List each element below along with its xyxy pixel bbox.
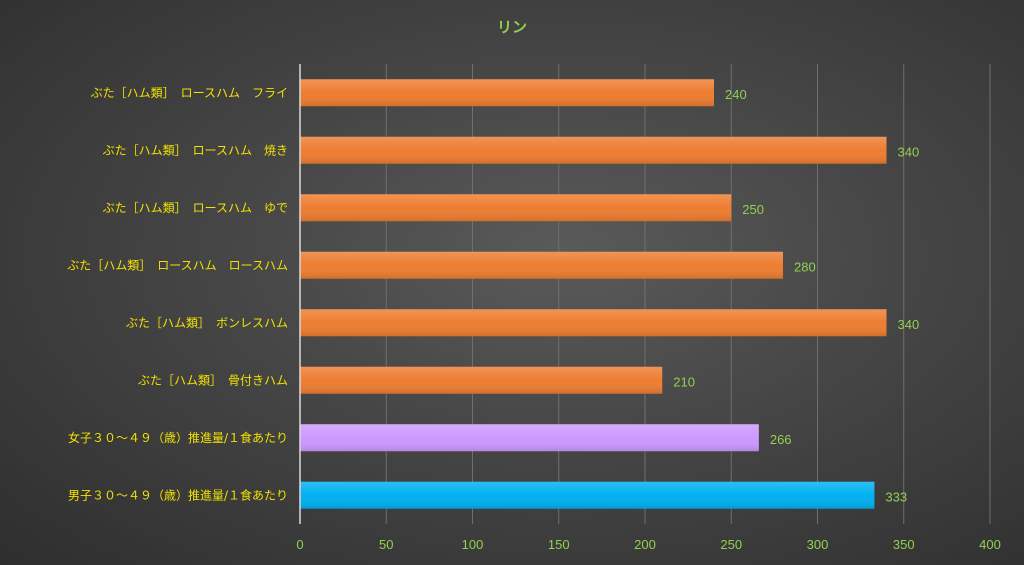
bar-gloss	[300, 79, 714, 107]
data-label: 266	[770, 432, 792, 447]
x-tick-label: 350	[893, 537, 915, 552]
bar-gloss	[300, 309, 887, 337]
bar-gloss	[300, 136, 887, 164]
category-label: ぶた［ハム類］ ロースハム フライ	[91, 86, 288, 100]
x-tick-label: 100	[462, 537, 484, 552]
x-tick-label: 50	[379, 537, 393, 552]
category-label: ぶた［ハム類］ ロースハム ゆで	[103, 201, 288, 215]
chart-title: リン	[497, 18, 527, 36]
category-label: 女子３０～４９（歳）推進量/１食あたり	[68, 430, 288, 445]
bar-gloss	[300, 424, 759, 452]
data-label: 340	[898, 317, 920, 332]
data-label: 250	[742, 202, 764, 217]
bar-gloss	[300, 366, 663, 394]
x-tick-label: 200	[634, 537, 656, 552]
bar-gloss	[300, 194, 732, 222]
category-label: ぶた［ハム類］ ボンレスハム	[126, 316, 288, 330]
category-label: ぶた［ハム類］ 骨付きハム	[138, 373, 288, 387]
x-tick-label: 250	[720, 537, 742, 552]
x-tick-label: 0	[296, 537, 303, 552]
category-label: 男子３０～４９（歳）推進量/１食あたり	[68, 487, 288, 502]
data-label: 340	[898, 144, 920, 159]
x-tick-labels: 0 50 100 150 200 250 300 350 400	[296, 537, 1000, 552]
category-label: ぶた［ハム類］ ロースハム ロースハム	[67, 258, 288, 272]
data-labels: 240 340 250 280 340 210 266 333	[673, 87, 919, 505]
data-label: 210	[673, 374, 695, 389]
category-label: ぶた［ハム類］ ロースハム 焼き	[103, 143, 288, 157]
grid-lines	[385, 64, 991, 524]
bar-gloss	[300, 251, 783, 279]
data-label: 240	[725, 87, 747, 102]
data-label: 333	[885, 489, 907, 504]
bar-gloss	[300, 481, 875, 509]
x-tick-label: 150	[548, 537, 570, 552]
x-tick-label: 300	[807, 537, 829, 552]
bars	[300, 79, 887, 509]
data-label: 280	[794, 259, 816, 274]
x-tick-label: 400	[979, 537, 1001, 552]
